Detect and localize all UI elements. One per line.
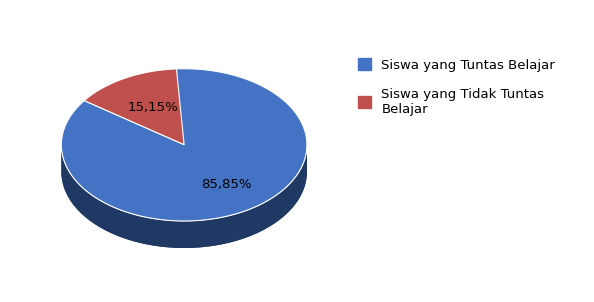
Polygon shape xyxy=(84,69,184,145)
Polygon shape xyxy=(61,145,307,248)
Polygon shape xyxy=(61,69,307,221)
Polygon shape xyxy=(84,69,184,145)
Text: 85,85%: 85,85% xyxy=(201,178,251,191)
Legend: Siswa yang Tuntas Belajar, Siswa yang Tidak Tuntas
Belajar: Siswa yang Tuntas Belajar, Siswa yang Ti… xyxy=(351,52,562,122)
Polygon shape xyxy=(61,69,307,221)
Text: 15,15%: 15,15% xyxy=(128,101,179,114)
Polygon shape xyxy=(61,144,307,248)
